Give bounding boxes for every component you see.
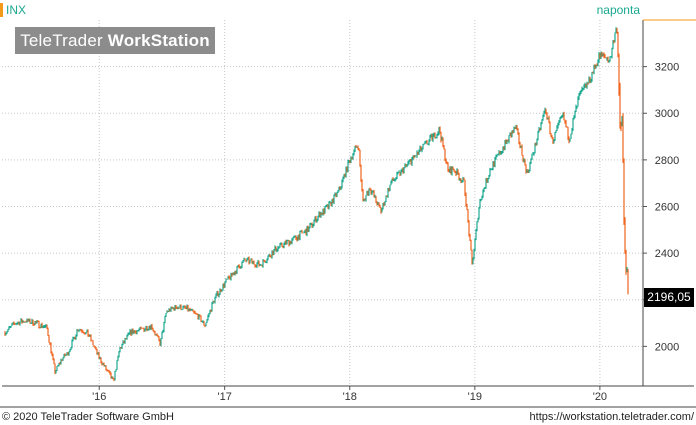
last-price-badge: 2196,05 <box>644 288 694 307</box>
workstation-logo: TeleTrader WorkStation <box>15 27 215 54</box>
copyright-text: © 2020 TeleTrader Software GmbH <box>2 411 174 423</box>
period-label: naponta <box>596 3 640 17</box>
chart-axes: 2000220024002600280030003200'16'17'18'19… <box>0 19 696 408</box>
price-series <box>4 27 629 382</box>
chart-grid <box>2 20 643 386</box>
x-tick-label: '19 <box>468 391 482 403</box>
logo-text-bold: WorkStation <box>107 31 210 50</box>
x-tick-label: '18 <box>343 391 357 403</box>
x-tick-label: '17 <box>217 391 231 403</box>
y-tick-label: 2600 <box>655 201 679 213</box>
y-tick-label: 2800 <box>655 155 679 167</box>
x-tick-label: '20 <box>593 391 607 403</box>
y-tick-label: 3200 <box>655 62 679 74</box>
y-tick-label: 2400 <box>655 248 679 260</box>
x-tick-label: '16 <box>92 391 106 403</box>
logo-text-light: TeleTrader <box>20 31 103 50</box>
symbol-marker <box>0 3 3 17</box>
symbol-label: INX <box>6 3 27 17</box>
y-tick-label: 2000 <box>655 341 679 353</box>
y-tick-label: 3000 <box>655 108 679 120</box>
source-url-link[interactable]: https://workstation.teletrader.com/ <box>529 411 694 423</box>
